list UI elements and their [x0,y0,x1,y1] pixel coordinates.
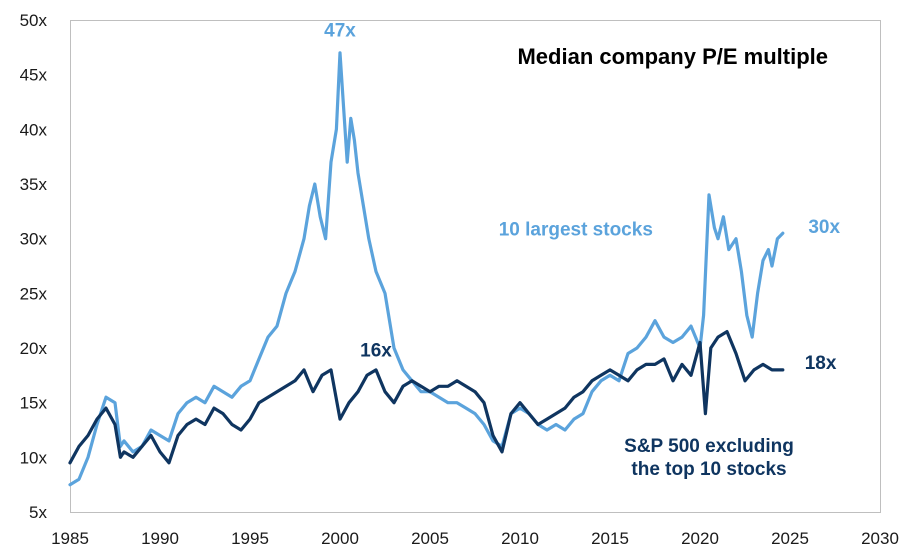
x-tick-label: 2020 [681,529,719,548]
y-tick-label: 45x [20,66,48,85]
annotation-label: 18x [805,353,837,374]
x-tick-label: 2010 [501,529,539,548]
x-tick-label: 2000 [321,529,359,548]
x-tick-label: 2005 [411,529,449,548]
y-tick-label: 20x [20,339,48,358]
annotation-label: 16x [360,341,392,362]
y-tick-label: 5x [29,503,47,522]
annotation-label: 30x [808,217,840,238]
y-tick-label: 35x [20,175,48,194]
annotation-label: 47x [324,20,356,41]
x-tick-label: 1995 [231,529,269,548]
x-tick-label: 1985 [51,529,89,548]
y-tick-label: 25x [20,284,48,303]
series-lines [68,51,785,487]
plot-area-border [70,20,881,513]
x-tick-label: 2030 [861,529,899,548]
x-tick-label: 2025 [771,529,809,548]
y-tick-label: 10x [20,448,48,467]
y-tick-label: 30x [20,230,48,249]
chart-title: Median company P/E multiple [517,44,828,69]
y-tick-label: 15x [20,394,48,413]
annotation-label: S&P 500 excluding [624,436,794,457]
x-tick-label: 2015 [591,529,629,548]
annotation-label: 10 largest stocks [499,219,653,240]
series-line-sp500-ex-top10 [68,330,785,465]
series-line-10-largest [68,51,785,487]
y-tick-label: 50x [20,11,48,30]
y-tick-label: 40x [20,120,48,139]
y-axis-tick-labels: 5x 10x 15x 20x 25x 30x 35x 40x 45x 50x [20,11,48,522]
x-axis-tick-labels: 1985 1990 1995 2000 2005 2010 2015 2020 2025 2030 [51,529,899,548]
x-tick-label: 1990 [141,529,179,548]
annotation-label: the top 10 stocks [631,459,786,480]
chart-annotations: 47x 16x 10 largest stocks 30x 18x S&P 500 exc… [324,20,840,479]
